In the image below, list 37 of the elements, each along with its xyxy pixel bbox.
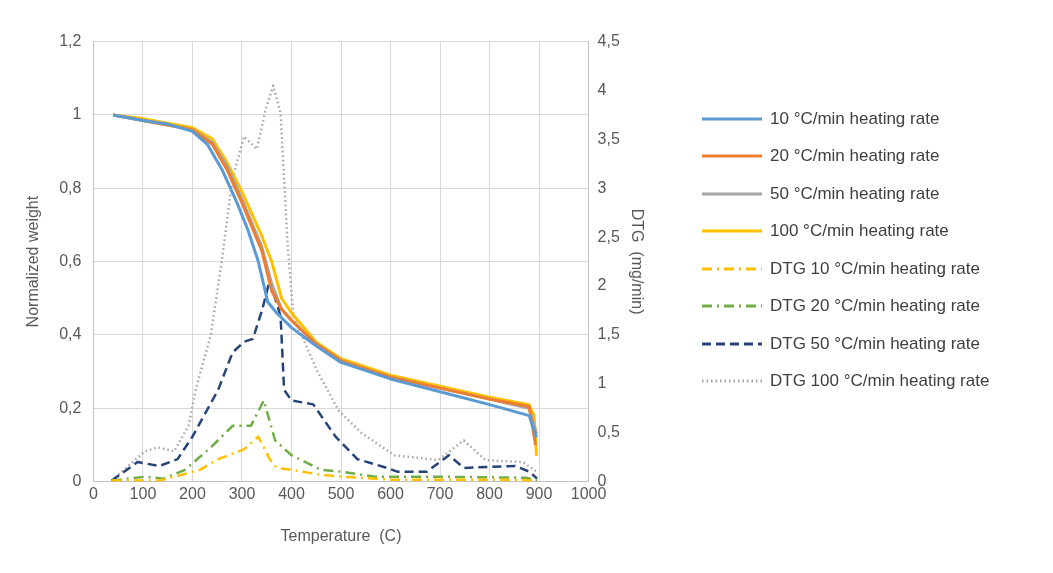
x-tick-label: 600 — [377, 484, 404, 502]
x-tick-label: 400 — [278, 484, 305, 502]
x-tick-label: 200 — [179, 484, 206, 502]
y2-tick-label: 2 — [597, 276, 607, 294]
legend-label: DTG 20 °C/min heating rate — [770, 296, 980, 317]
x-tick-label: 700 — [426, 484, 454, 502]
y-tick-label: 0 — [72, 472, 82, 490]
legend-label: DTG 10 °C/min heating rate — [770, 258, 980, 279]
legend-label: 20 °C/min heating rate — [770, 146, 940, 167]
legend-label: DTG 100 °C/min heating rate — [770, 371, 990, 392]
x-tick-label: 500 — [327, 484, 355, 502]
y-tick-label: 1,2 — [59, 32, 82, 50]
legend-label: 100 °C/min heating rate — [770, 221, 949, 242]
y2-tick-label: 0,5 — [597, 423, 620, 441]
y-axis-title: Normalized weight — [24, 195, 42, 328]
y-tick-label: 0,8 — [59, 178, 82, 196]
x-tick-label: 800 — [476, 484, 503, 502]
y2-tick-label: 1,5 — [597, 325, 620, 343]
x-tick-label: 300 — [228, 484, 256, 502]
y-tick-label: 0,4 — [59, 325, 82, 343]
legend-label: 50 °C/min heating rate — [770, 183, 940, 204]
x-tick-label: 900 — [525, 484, 553, 502]
y2-tick-label: 4 — [597, 80, 607, 98]
y-tick-label: 0,2 — [59, 398, 82, 416]
y2-tick-label: 3,5 — [597, 129, 620, 147]
y2-tick-label: 1 — [597, 374, 607, 392]
y2-axis-title: DTG (mg/min) — [628, 208, 646, 315]
y2-tick-label: 4,5 — [597, 32, 620, 50]
x-axis-title: Temperature (C) — [280, 526, 402, 544]
x-tick-label: 0 — [88, 484, 98, 502]
y2-tick-label: 3 — [597, 178, 607, 196]
legend-label: DTG 50 °C/min heating rate — [770, 333, 980, 354]
x-tick-label: 100 — [129, 484, 157, 502]
y-tick-label: 0,6 — [59, 252, 82, 270]
y2-tick-label: 2,5 — [597, 227, 620, 245]
legend-label: 10 °C/min heating rate — [770, 108, 940, 129]
y-tick-label: 1 — [72, 105, 82, 123]
